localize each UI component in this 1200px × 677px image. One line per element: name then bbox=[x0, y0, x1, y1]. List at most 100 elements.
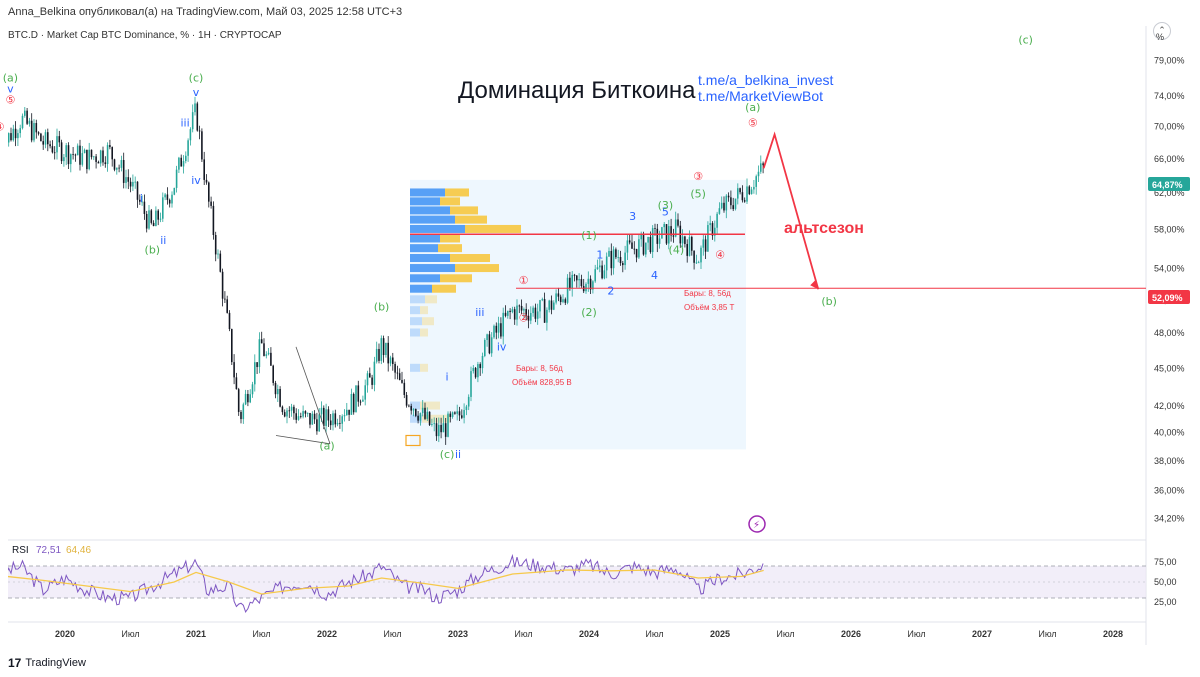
volume-profile-bar-up bbox=[410, 363, 420, 372]
candle-body bbox=[649, 236, 652, 253]
candle-body bbox=[286, 410, 288, 417]
price-tick-label: 54,00% bbox=[1154, 264, 1185, 274]
candle-body bbox=[76, 145, 79, 156]
candle-body bbox=[283, 412, 286, 417]
candle-body bbox=[109, 145, 111, 148]
candle-body bbox=[30, 120, 33, 141]
candle-body bbox=[587, 278, 590, 284]
candle-body bbox=[113, 159, 116, 170]
price-tick-label: 42,00% bbox=[1154, 401, 1185, 411]
candle-body bbox=[369, 373, 371, 378]
volume-profile-bar-down bbox=[440, 197, 460, 206]
volume-profile bbox=[410, 179, 746, 450]
candle-body bbox=[504, 312, 507, 316]
candle-body bbox=[309, 412, 311, 425]
candle-body bbox=[454, 412, 456, 414]
wave-label: ii bbox=[160, 234, 166, 247]
candle-body bbox=[214, 235, 217, 255]
volume-profile-bar-up bbox=[410, 188, 445, 197]
candle-body bbox=[461, 415, 463, 418]
wave-label: (1) bbox=[581, 229, 597, 242]
link-telegram-2[interactable]: t.me/MarketViewBot bbox=[698, 88, 823, 104]
candle-body bbox=[8, 133, 10, 143]
volume-label-upper: Объём 3,85 T bbox=[684, 303, 735, 312]
time-axis: 2020 Июл 2021 Июл 2022 Июл 2023 Июл 2024 Июл 2025 И… bbox=[55, 629, 1123, 639]
candle-body bbox=[196, 103, 199, 131]
candle-body bbox=[695, 262, 698, 264]
candle-body bbox=[622, 263, 624, 266]
candle-body bbox=[150, 210, 153, 223]
candle-body bbox=[449, 413, 452, 417]
wave-label: ii bbox=[455, 448, 461, 461]
candle-body bbox=[605, 256, 608, 271]
candle-body bbox=[435, 423, 438, 437]
candle-body bbox=[83, 149, 86, 154]
time-tick-label: 2025 bbox=[710, 629, 730, 639]
volume-profile-bar-down bbox=[465, 224, 521, 233]
volume-profile-bar-up bbox=[410, 284, 432, 293]
candle-body bbox=[380, 338, 383, 361]
candle-body bbox=[318, 414, 320, 432]
candle-body bbox=[86, 149, 88, 170]
candle-body bbox=[378, 348, 380, 361]
candle-body bbox=[387, 342, 389, 364]
candle-body bbox=[44, 132, 47, 145]
candle-body bbox=[125, 177, 127, 183]
lightning-icon[interactable] bbox=[748, 515, 766, 533]
candle-body bbox=[364, 385, 366, 400]
candle-body bbox=[182, 161, 185, 167]
time-tick-label: 2021 bbox=[186, 629, 206, 639]
candle-body bbox=[707, 225, 709, 252]
candle-body bbox=[247, 393, 249, 403]
wave-label: (4) bbox=[669, 244, 685, 257]
candle-body bbox=[120, 160, 123, 168]
candle-body bbox=[412, 409, 415, 411]
candle-body bbox=[670, 226, 672, 236]
candle-body bbox=[493, 325, 495, 338]
candle-body bbox=[139, 199, 141, 202]
link-telegram-1[interactable]: t.me/a_belkina_invest bbox=[698, 72, 834, 88]
candle-body bbox=[65, 145, 67, 158]
candle-body bbox=[730, 197, 732, 206]
candle-body bbox=[714, 227, 716, 236]
candle-body bbox=[484, 339, 486, 356]
candle-body bbox=[610, 250, 613, 269]
wedge-lower-line bbox=[275, 435, 331, 445]
candle-body bbox=[428, 411, 431, 426]
candle-body bbox=[19, 128, 21, 134]
candle-body bbox=[242, 404, 245, 420]
price-tick-label: 34,20% bbox=[1154, 513, 1185, 523]
volume-profile-bar-down bbox=[425, 295, 437, 304]
wave-label: iv bbox=[191, 174, 201, 187]
volume-profile-bar-down bbox=[450, 206, 478, 215]
candle-body bbox=[134, 181, 136, 183]
candle-body bbox=[12, 128, 15, 141]
candle-body bbox=[277, 388, 279, 395]
volume-profile-bar-down bbox=[432, 284, 456, 293]
price-tick-label: 74,00% bbox=[1154, 91, 1185, 101]
time-tick-label: Июл bbox=[645, 629, 663, 639]
candle-body bbox=[497, 323, 500, 333]
candle-body bbox=[373, 361, 376, 385]
candle-body bbox=[753, 186, 755, 190]
candle-body bbox=[762, 163, 764, 166]
candle-body bbox=[74, 154, 77, 156]
volume-profile-bar-up bbox=[410, 197, 440, 206]
volume-profile-bar-down bbox=[420, 401, 440, 410]
chevron-up-icon[interactable]: ⌃ bbox=[1153, 22, 1171, 40]
tradingview-logo-icon[interactable]: 17 TradingView bbox=[8, 656, 86, 670]
candle-body bbox=[490, 337, 493, 354]
volume-profile-bar-up bbox=[410, 264, 455, 273]
candle-body bbox=[191, 112, 194, 130]
rsi-tick-label: 50,00 bbox=[1154, 577, 1177, 587]
candle-body bbox=[408, 405, 410, 407]
volume-profile-bar-up bbox=[410, 244, 438, 253]
candle-body bbox=[741, 192, 744, 201]
candle-body bbox=[559, 296, 562, 303]
candle-body bbox=[396, 372, 399, 374]
wave-labels: (a)v③⑤④(c)viiiivi(b)ii(a)(b)(c)iiiiiiiv①… bbox=[0, 33, 1033, 461]
candle-body bbox=[438, 424, 440, 437]
candle-body bbox=[688, 236, 691, 256]
wave-label: 1 bbox=[596, 249, 603, 262]
